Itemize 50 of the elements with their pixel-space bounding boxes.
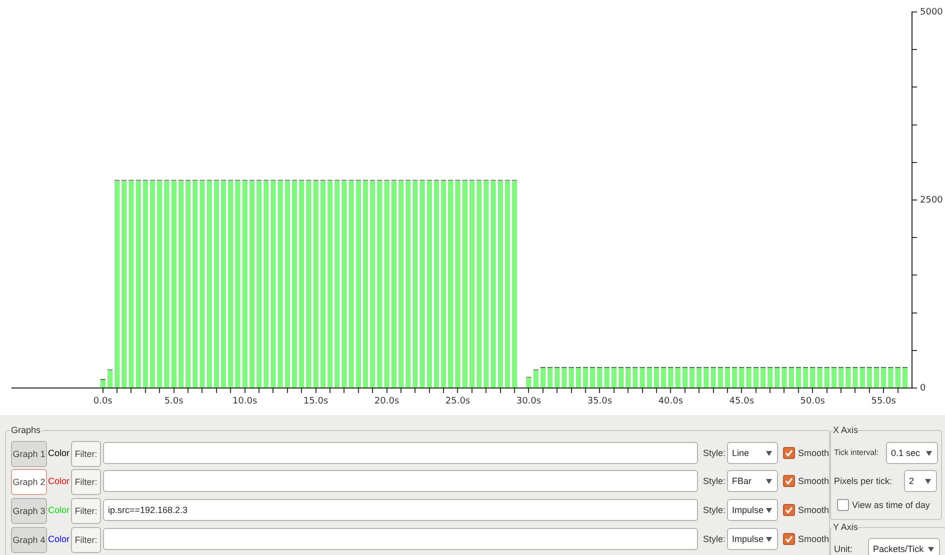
text: Style: bbox=[703, 447, 726, 459]
filter-button: Filter: bbox=[71, 498, 101, 524]
text: Color bbox=[48, 447, 70, 459]
text: Color bbox=[48, 475, 70, 487]
style-dropdown: Line bbox=[727, 442, 778, 464]
x-tick-label: 5.0s bbox=[164, 396, 184, 407]
style-dropdown: FBar bbox=[727, 470, 778, 492]
graph-toggle-button: Graph 2 bbox=[11, 469, 47, 495]
pixels-per-tick-dropdown: 2 bbox=[904, 470, 937, 492]
text: Y Axis bbox=[833, 521, 858, 533]
text: Style: bbox=[703, 475, 726, 487]
text: Color bbox=[48, 533, 70, 545]
x-tick-label: 55.0s bbox=[871, 396, 896, 407]
x-tick-label: 50.0s bbox=[800, 396, 826, 407]
text: Smooth bbox=[798, 533, 830, 545]
style-dropdown: Impulse bbox=[727, 499, 778, 521]
text: Unit: bbox=[834, 543, 853, 555]
style-dropdown: Impulse bbox=[727, 528, 778, 550]
x-tick-label: 0.0s bbox=[93, 396, 113, 407]
text: View as time of day bbox=[852, 499, 930, 511]
x-tick-label: 40.0s bbox=[658, 396, 684, 407]
x-tick-label: 15.0s bbox=[303, 396, 328, 407]
x-tick-label: 20.0s bbox=[374, 396, 400, 407]
text: Style: bbox=[703, 504, 726, 516]
tick-interval-dropdown: 0.1 sec bbox=[886, 442, 938, 464]
filter-button: Filter: bbox=[71, 441, 101, 467]
text: X Axis bbox=[833, 424, 858, 436]
filter-field: ip.src==192.168.2.3 bbox=[103, 499, 698, 521]
graph-toggle-button: Graph 4 bbox=[11, 527, 47, 553]
unit-dropdown: Packets/Tick bbox=[868, 538, 940, 555]
graph-toggle-button: Graph 1 bbox=[11, 441, 47, 467]
text: Smooth bbox=[798, 504, 830, 516]
text: Graphs bbox=[10, 424, 42, 436]
text: Smooth bbox=[798, 475, 830, 487]
x-tick-label: 35.0s bbox=[587, 396, 612, 407]
graph-toggle-button: Graph 3 bbox=[11, 498, 47, 524]
y-tick-label: 0 bbox=[920, 383, 926, 394]
y-tick-label: 2500 bbox=[920, 195, 944, 206]
x-tick-label: 45.0s bbox=[729, 396, 754, 407]
x-tick-label: 10.0s bbox=[232, 396, 258, 407]
x-tick-label: 30.0s bbox=[516, 396, 542, 407]
filter-button: Filter: bbox=[71, 527, 101, 553]
text: Tick interval: bbox=[834, 447, 879, 459]
text: Color bbox=[48, 504, 70, 516]
filter-button: Filter: bbox=[71, 469, 101, 495]
y-tick-label: 5000 bbox=[920, 7, 944, 18]
text: Pixels per tick: bbox=[834, 475, 892, 487]
x-tick-label: 25.0s bbox=[445, 396, 470, 407]
text: Smooth bbox=[798, 447, 830, 459]
text: Style: bbox=[703, 533, 726, 545]
